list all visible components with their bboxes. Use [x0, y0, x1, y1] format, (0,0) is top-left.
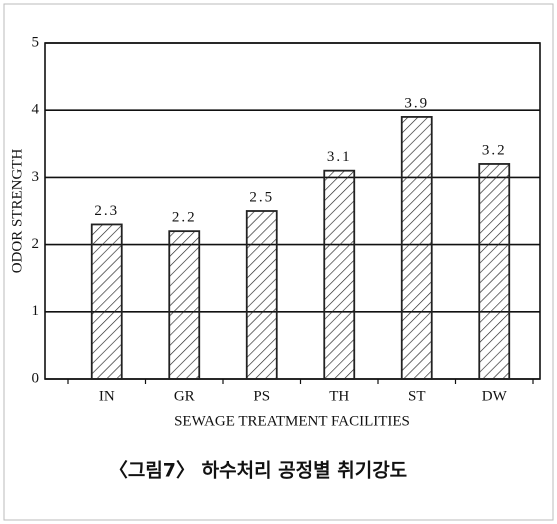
value-label: 3.2	[482, 142, 507, 158]
x-axis-label: SEWAGE TREATMENT FACILITIES	[174, 413, 410, 429]
value-label: 3.1	[327, 149, 352, 165]
y-tick-label: 2	[32, 236, 40, 252]
x-tick-label: TH	[329, 388, 349, 404]
y-tick-label: 1	[32, 303, 40, 319]
value-label: 3.9	[404, 95, 429, 111]
bar	[478, 163, 511, 380]
x-tick-label: PS	[253, 388, 270, 404]
bar	[400, 116, 433, 380]
bar	[245, 210, 278, 380]
value-label: 2.5	[249, 189, 274, 205]
bar	[323, 169, 356, 380]
x-tick-label: ST	[408, 388, 426, 404]
x-tick-label: DW	[482, 388, 508, 404]
plot-frame	[44, 42, 541, 380]
y-tick-label: 3	[32, 169, 40, 185]
y-tick-label: 0	[32, 370, 40, 386]
value-label: 2.3	[94, 203, 119, 219]
bar	[168, 230, 201, 380]
x-tick-label: GR	[174, 388, 195, 404]
y-axis-label: ODOR STRENGTH	[9, 149, 25, 274]
bar	[90, 223, 123, 380]
value-label: 2.2	[172, 210, 197, 226]
y-tick-label: 4	[32, 102, 40, 118]
chart-title: 〈그림7〉 하수처리 공정별 취기강도	[109, 459, 407, 482]
y-tick-label: 5	[32, 34, 40, 50]
frame	[3, 3, 554, 521]
x-tick-label: IN	[99, 388, 115, 404]
